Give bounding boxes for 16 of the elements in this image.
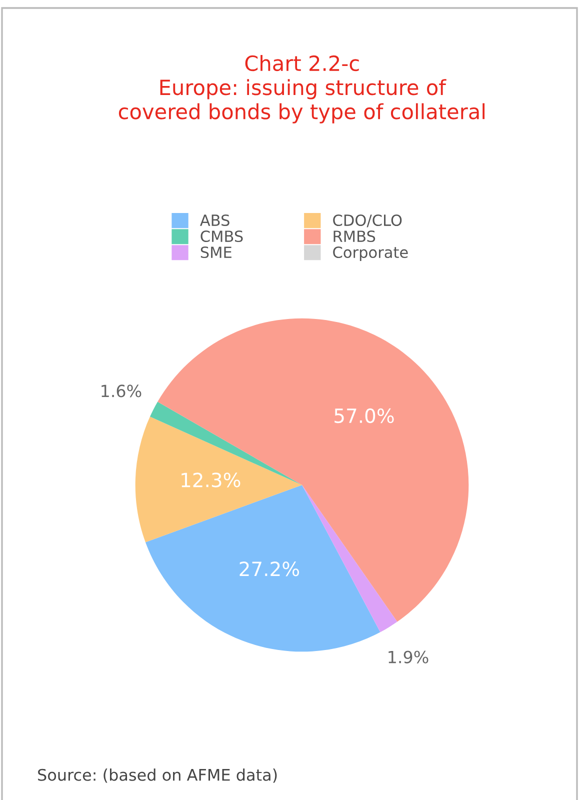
legend-label: Corporate xyxy=(333,246,408,262)
data-label: 1.6% xyxy=(102,384,142,398)
data-label: 57.0% xyxy=(334,408,394,424)
legend-label: CDO/CLO xyxy=(333,214,402,228)
chart-title: Chart 2.2-c Europe: issuing structure of covered bonds by type of collateral xyxy=(118,55,484,124)
source-note: Source: (based on AFME data) xyxy=(38,768,277,783)
legend-label: ABS xyxy=(200,214,230,226)
data-label: 27.2% xyxy=(240,562,300,576)
pie-slice xyxy=(135,416,302,542)
legend-label: CMBS xyxy=(200,230,243,242)
data-label: 1.9% xyxy=(388,650,428,664)
data-label: 12.3% xyxy=(182,472,240,488)
pie-slice xyxy=(158,318,469,622)
pie-slice xyxy=(302,485,398,632)
legend-label: RMBS xyxy=(334,230,376,242)
legend-label: SME xyxy=(200,246,232,258)
